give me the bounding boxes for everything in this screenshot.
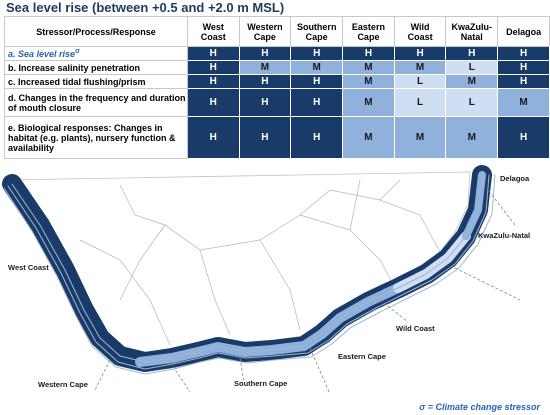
rating-cell: H: [497, 74, 550, 89]
table-row: e. Biological responses: Changes in habi…: [4, 116, 550, 159]
rating-cell: H: [393, 46, 447, 61]
column-header: Western Cape: [238, 16, 292, 47]
rating-cell: H: [342, 46, 395, 61]
table-row: a. Sea level riseσ H H H H H H H: [4, 46, 550, 61]
rating-cell: H: [290, 74, 344, 89]
map-label-western-cape: Western Cape: [38, 380, 88, 389]
table-header-row: Stressor/Process/Response West Coast West…: [4, 16, 550, 47]
rating-cell: H: [290, 116, 344, 159]
map-label-delagoa: Delagoa: [500, 174, 530, 183]
rating-cell: M: [342, 116, 395, 159]
rating-cell: H: [290, 88, 344, 117]
map-label-eastern-cape: Eastern Cape: [338, 352, 386, 361]
rating-cell: H: [238, 74, 292, 89]
rating-cell: H: [238, 116, 292, 159]
map-label-kwazulu-natal: KwaZulu-Natal: [478, 231, 531, 240]
column-header: Southern Cape: [290, 16, 344, 47]
map-label-wild-coast: Wild Coast: [396, 324, 435, 333]
stressor-table: Stressor/Process/Response West Coast West…: [4, 16, 550, 159]
rating-cell: H: [186, 88, 240, 117]
rating-cell: H: [186, 116, 240, 159]
rating-cell: M: [445, 116, 499, 159]
column-header: Eastern Cape: [342, 16, 395, 47]
province-boundaries: [79, 179, 441, 346]
row-label: b. Increase salinity penetration: [4, 60, 188, 75]
map-label-west-coast: West Coast: [8, 263, 49, 272]
map-label-southern-cape: Southern Cape: [234, 379, 288, 388]
rating-cell: L: [445, 88, 499, 117]
rating-cell: H: [497, 60, 550, 75]
column-header: West Coast: [186, 16, 240, 47]
rating-cell: M: [290, 60, 344, 75]
rating-cell: H: [497, 116, 550, 159]
page-title: Sea level rise (between +0.5 and +2.0 m …: [6, 0, 285, 15]
row-label: e. Biological responses: Changes in habi…: [4, 116, 188, 159]
table-row: d. Changes in the frequency and duration…: [4, 88, 550, 117]
rating-cell: M: [342, 88, 395, 117]
rating-cell: M: [393, 116, 447, 159]
column-header: Delagoa: [497, 16, 550, 47]
rating-cell: M: [342, 74, 395, 89]
coastal-bands: [2, 165, 496, 375]
column-header: KwaZulu- Natal: [445, 16, 499, 47]
rating-cell: H: [186, 60, 240, 75]
row-label: d. Changes in the frequency and duration…: [4, 88, 188, 117]
rating-cell: L: [393, 88, 447, 117]
rating-cell: M: [238, 60, 292, 75]
label-pointers: [94, 189, 521, 395]
row-label: a. Sea level riseσ: [4, 46, 188, 61]
footnote: σ = Climate change stressor: [419, 402, 540, 412]
rating-cell: M: [497, 88, 550, 117]
rating-cell: M: [342, 60, 395, 75]
